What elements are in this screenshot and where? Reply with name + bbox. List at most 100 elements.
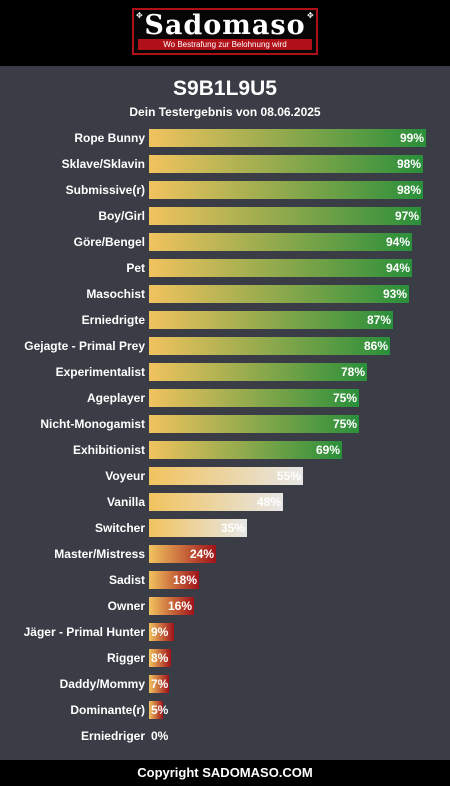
chart-row: Sadist 18% <box>0 571 450 589</box>
chart-category-label: Vanilla <box>106 495 145 509</box>
chart-bar <box>149 519 247 537</box>
chart-row: Erniedrigte 87% <box>0 311 450 329</box>
chart-category-label: Experimentalist <box>55 365 145 379</box>
chart-value-label: 35% <box>220 521 245 535</box>
chart-value-label: 87% <box>366 313 391 327</box>
chart-value-label: 93% <box>382 287 407 301</box>
chart-category-label: Sadist <box>108 573 145 587</box>
chart-category-label: Dominante(r) <box>70 703 145 717</box>
chart-category-label: Rigger <box>106 651 145 665</box>
corner-ornament-icon: ✥ <box>307 11 314 20</box>
chart-bar <box>149 129 426 147</box>
chart-bar <box>149 363 367 381</box>
chart-value-label: 16% <box>167 599 192 613</box>
chart-value-label: 98% <box>396 183 421 197</box>
chart-category-label: Switcher <box>94 521 145 535</box>
chart-bar <box>149 207 421 225</box>
chart-bar <box>149 181 423 199</box>
chart-category-label: Jäger - Primal Hunter <box>23 625 145 639</box>
chart-row: Exhibitionist 69% <box>0 441 450 459</box>
chart-category-label: Voyeur <box>105 469 145 483</box>
chart-value-label: 75% <box>332 391 357 405</box>
chart-bar <box>149 701 163 719</box>
chart-category-label: Rope Bunny <box>74 131 145 145</box>
chart-row: Ageplayer 75% <box>0 389 450 407</box>
chart-value-label: 55% <box>276 469 301 483</box>
chart-category-label: Pet <box>126 261 145 275</box>
copyright-text: Copyright SADOMASO.COM <box>137 765 313 780</box>
chart-bar <box>149 493 283 511</box>
chart-row: Pet 94% <box>0 259 450 277</box>
chart-row: Owner 16% <box>0 597 450 615</box>
chart-row: Experimentalist 78% <box>0 363 450 381</box>
chart-row: Switcher 35% <box>0 519 450 537</box>
chart-category-label: Gejagte - Primal Prey <box>24 339 145 353</box>
chart-bar <box>149 623 174 641</box>
chart-row: Voyeur 55% <box>0 467 450 485</box>
chart-bar <box>149 155 423 173</box>
result-subtitle: Dein Testergebnis von 08.06.2025 <box>129 105 321 119</box>
chart-bar <box>149 545 216 563</box>
chart-bar <box>149 597 194 615</box>
chart-category-label: Daddy/Mommy <box>59 677 145 691</box>
chart-bar <box>149 415 359 433</box>
chart-bar <box>149 649 171 667</box>
chart-bar <box>149 467 303 485</box>
chart-value-label: 24% <box>189 547 214 561</box>
chart-bar <box>149 285 409 303</box>
header-bar: ✥ ✥ Sadomaso Wo Bestrafung zur Belohnung… <box>0 0 450 66</box>
chart-category-label: Ageplayer <box>86 391 145 405</box>
chart-category-label: Masochist <box>86 287 145 301</box>
chart-value-label: 75% <box>332 417 357 431</box>
chart-value-label: 97% <box>394 209 419 223</box>
chart-value-label: 99% <box>399 131 424 145</box>
chart-value-label: 5% <box>151 703 169 717</box>
chart-bar <box>149 675 169 693</box>
chart-category-label: Submissive(r) <box>65 183 145 197</box>
chart-bar <box>149 571 199 589</box>
chart-value-label: 0% <box>151 729 169 743</box>
logo-title: Sadomaso <box>144 10 306 41</box>
chart-value-label: 7% <box>151 677 169 691</box>
chart-row: Masochist 93% <box>0 285 450 303</box>
chart-row: Jäger - Primal Hunter 9% <box>0 623 450 641</box>
chart-value-label: 86% <box>363 339 388 353</box>
chart-bar <box>149 311 393 329</box>
chart-row: Erniedriger 0% <box>0 727 450 745</box>
chart-value-label: 94% <box>385 235 410 249</box>
chart-value-label: 48% <box>256 495 281 509</box>
chart-value-label: 98% <box>396 157 421 171</box>
chart-category-label: Owner <box>107 599 145 613</box>
chart-row: Vanilla 48% <box>0 493 450 511</box>
chart-category-label: Erniedrigte <box>81 313 145 327</box>
chart-category-label: Exhibitionist <box>73 443 145 457</box>
chart-value-label: 9% <box>151 625 169 639</box>
chart-bar <box>149 337 390 355</box>
chart-category-label: Nicht-Monogamist <box>40 417 145 431</box>
chart-row: Daddy/Mommy 7% <box>0 675 450 693</box>
chart-bar <box>149 389 359 407</box>
corner-ornament-icon: ✥ <box>136 11 143 20</box>
sadomaso-logo[interactable]: ✥ ✥ Sadomaso Wo Bestrafung zur Belohnung… <box>132 8 318 55</box>
chart-bar <box>149 233 412 251</box>
chart-row: Gejagte - Primal Prey 86% <box>0 337 450 355</box>
chart-row: Dominante(r) 5% <box>0 701 450 719</box>
chart-row: Boy/Girl 97% <box>0 207 450 225</box>
chart-row: Rigger 8% <box>0 649 450 667</box>
chart-category-label: Göre/Bengel <box>73 235 145 249</box>
chart-bar <box>149 259 412 277</box>
chart-category-label: Sklave/Sklavin <box>61 157 145 171</box>
chart-row: Göre/Bengel 94% <box>0 233 450 251</box>
chart-value-label: 69% <box>315 443 340 457</box>
chart-category-label: Master/Mistress <box>54 547 145 561</box>
chart-bar <box>149 441 342 459</box>
chart-row: Rope Bunny 99% <box>0 129 450 147</box>
chart-row: Sklave/Sklavin 98% <box>0 155 450 173</box>
chart-row: Nicht-Monogamist 75% <box>0 415 450 433</box>
chart-row: Submissive(r) 98% <box>0 181 450 199</box>
logo-subtitle: Wo Bestrafung zur Belohnung wird <box>138 39 312 50</box>
chart-value-label: 8% <box>151 651 169 665</box>
chart-value-label: 78% <box>340 365 365 379</box>
footer-bar: Copyright SADOMASO.COM <box>0 760 450 786</box>
chart-category-label: Boy/Girl <box>98 209 145 223</box>
